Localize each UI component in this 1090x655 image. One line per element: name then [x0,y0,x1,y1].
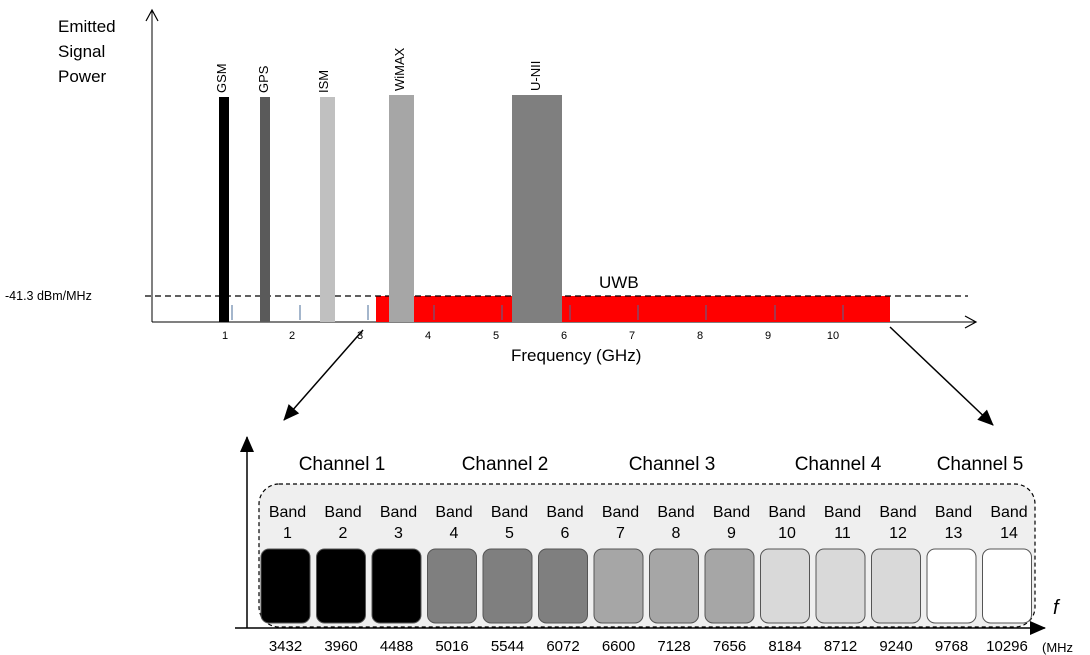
frequency-tick-label: 6 [561,330,567,342]
band-number-label: 8 [672,525,681,542]
frequency-tick-label: 4 [425,330,431,342]
service-label-gsm: GSM [214,63,229,93]
band-number-label: 12 [889,525,907,542]
service-label-ism: ISM [316,70,331,93]
frequency-unit-label: (MHz [1042,640,1073,655]
service-label-u-nii: U-NII [528,61,543,91]
band-word-label: Band [435,504,472,521]
frequency-tick-label: 8 [697,330,703,342]
bands: Band 1 3432 Band 2 3960 Band 3 4488 Band 4 5016 Band… [260,504,1032,655]
band-word-label: Band [269,504,306,521]
band-number-label: 1 [283,525,292,542]
zoom-arrow-right [889,326,994,426]
frequency-tick-label: 10 [827,330,839,342]
band-word-label: Band [380,504,417,521]
channel-labels: Channel 1 Channel 2 Channel 3 Channel 4 Chan… [299,454,1024,475]
spectrum-plot: Emitted Signal Power -41.3 dBm/MHz UWB 1… [5,8,978,365]
band-center-frequency: 8712 [824,638,857,655]
power-axis-label-line-3: Power [58,67,107,86]
band-center-frequency: 6600 [602,638,635,655]
band-center-frequency: 5016 [435,638,468,655]
band-word-label: Band [324,504,361,521]
band-center-frequency: 6072 [546,638,579,655]
channel-label: Channel 5 [937,454,1024,475]
frequency-tick-label: 2 [289,330,295,342]
band-block [260,548,311,624]
frequency-axis-label: Frequency (GHz) [511,346,641,365]
band-word-label: Band [768,504,805,521]
band-number-label: 3 [394,525,403,542]
band-word-label: Band [657,504,694,521]
band-block [649,548,699,624]
band-word-label: Band [990,504,1027,521]
service-bar-u-nii [512,95,562,322]
band-number-label: 14 [1000,525,1018,542]
channel-label: Channel 3 [629,454,716,475]
service-bar-gsm [219,97,229,322]
power-axis-label-line-2: Signal [58,42,105,61]
band-word-label: Band [602,504,639,521]
channel-label: Channel 2 [462,454,549,475]
band-word-label: Band [713,504,750,521]
frequency-ticks: 1 2 3 4 5 6 7 8 9 10 [222,305,844,342]
band-plan: Channel 1 Channel 2 Channel 3 Channel 4 Chan… [235,436,1073,655]
band-block [482,548,533,624]
frequency-tick-label: 5 [493,330,499,342]
band-number-label: 2 [339,525,348,542]
uwb-label: UWB [599,273,639,292]
band-number-label: 4 [450,525,459,542]
band-word-label: Band [824,504,861,521]
band-center-frequency: 5544 [491,638,524,655]
band-number-label: 6 [561,525,570,542]
band-center-frequency: 10296 [986,638,1028,655]
band-block [371,548,422,624]
band-block [538,548,588,624]
band-number-label: 9 [727,525,736,542]
service-bar-ism [320,97,335,322]
band-block [871,548,921,624]
band-word-label: Band [546,504,583,521]
band-word-label: Band [491,504,528,521]
frequency-tick-label: 9 [765,330,771,342]
service-bar-gps [260,97,270,322]
band-number-label: 11 [834,525,851,542]
band-block [926,548,977,624]
band-center-frequency: 9240 [879,638,912,655]
band-center-frequency: 7656 [713,638,746,655]
channel-label: Channel 1 [299,454,386,475]
power-limit-label: -41.3 dBm/MHz [5,289,92,303]
band-block [316,548,366,624]
service-bars: GSM GPS ISM WiMAX U-NII [214,47,562,322]
band-block [593,548,644,624]
band-center-frequency: 8184 [768,638,801,655]
band-block [982,548,1032,624]
frequency-tick-label: 7 [629,330,635,342]
frequency-axis-symbol: f [1053,597,1061,619]
band-center-frequency: 3432 [269,638,302,655]
frequency-tick-label: 3 [357,330,363,342]
zoom-arrow-left [283,329,364,421]
service-label-gps: GPS [256,65,271,93]
band-center-frequency: 3960 [324,638,357,655]
band-block [427,548,477,624]
channel-label: Channel 4 [795,454,882,475]
power-axis-label-line-1: Emitted [58,17,116,36]
band-center-frequency: 4488 [380,638,413,655]
band-number-label: 10 [778,525,796,542]
band-number-label: 13 [945,525,963,542]
band-block [815,548,866,624]
band-number-label: 7 [616,525,625,542]
band-block [760,548,810,624]
service-label-wimax: WiMAX [392,47,407,91]
band-center-frequency: 9768 [935,638,968,655]
frequency-tick-label: 1 [222,330,228,342]
band-center-frequency: 7128 [657,638,690,655]
uwb-band [376,296,890,322]
service-bar-wimax [389,95,414,322]
band-word-label: Band [935,504,972,521]
band-word-label: Band [879,504,916,521]
band-block [704,548,755,624]
band-number-label: 5 [505,525,514,542]
